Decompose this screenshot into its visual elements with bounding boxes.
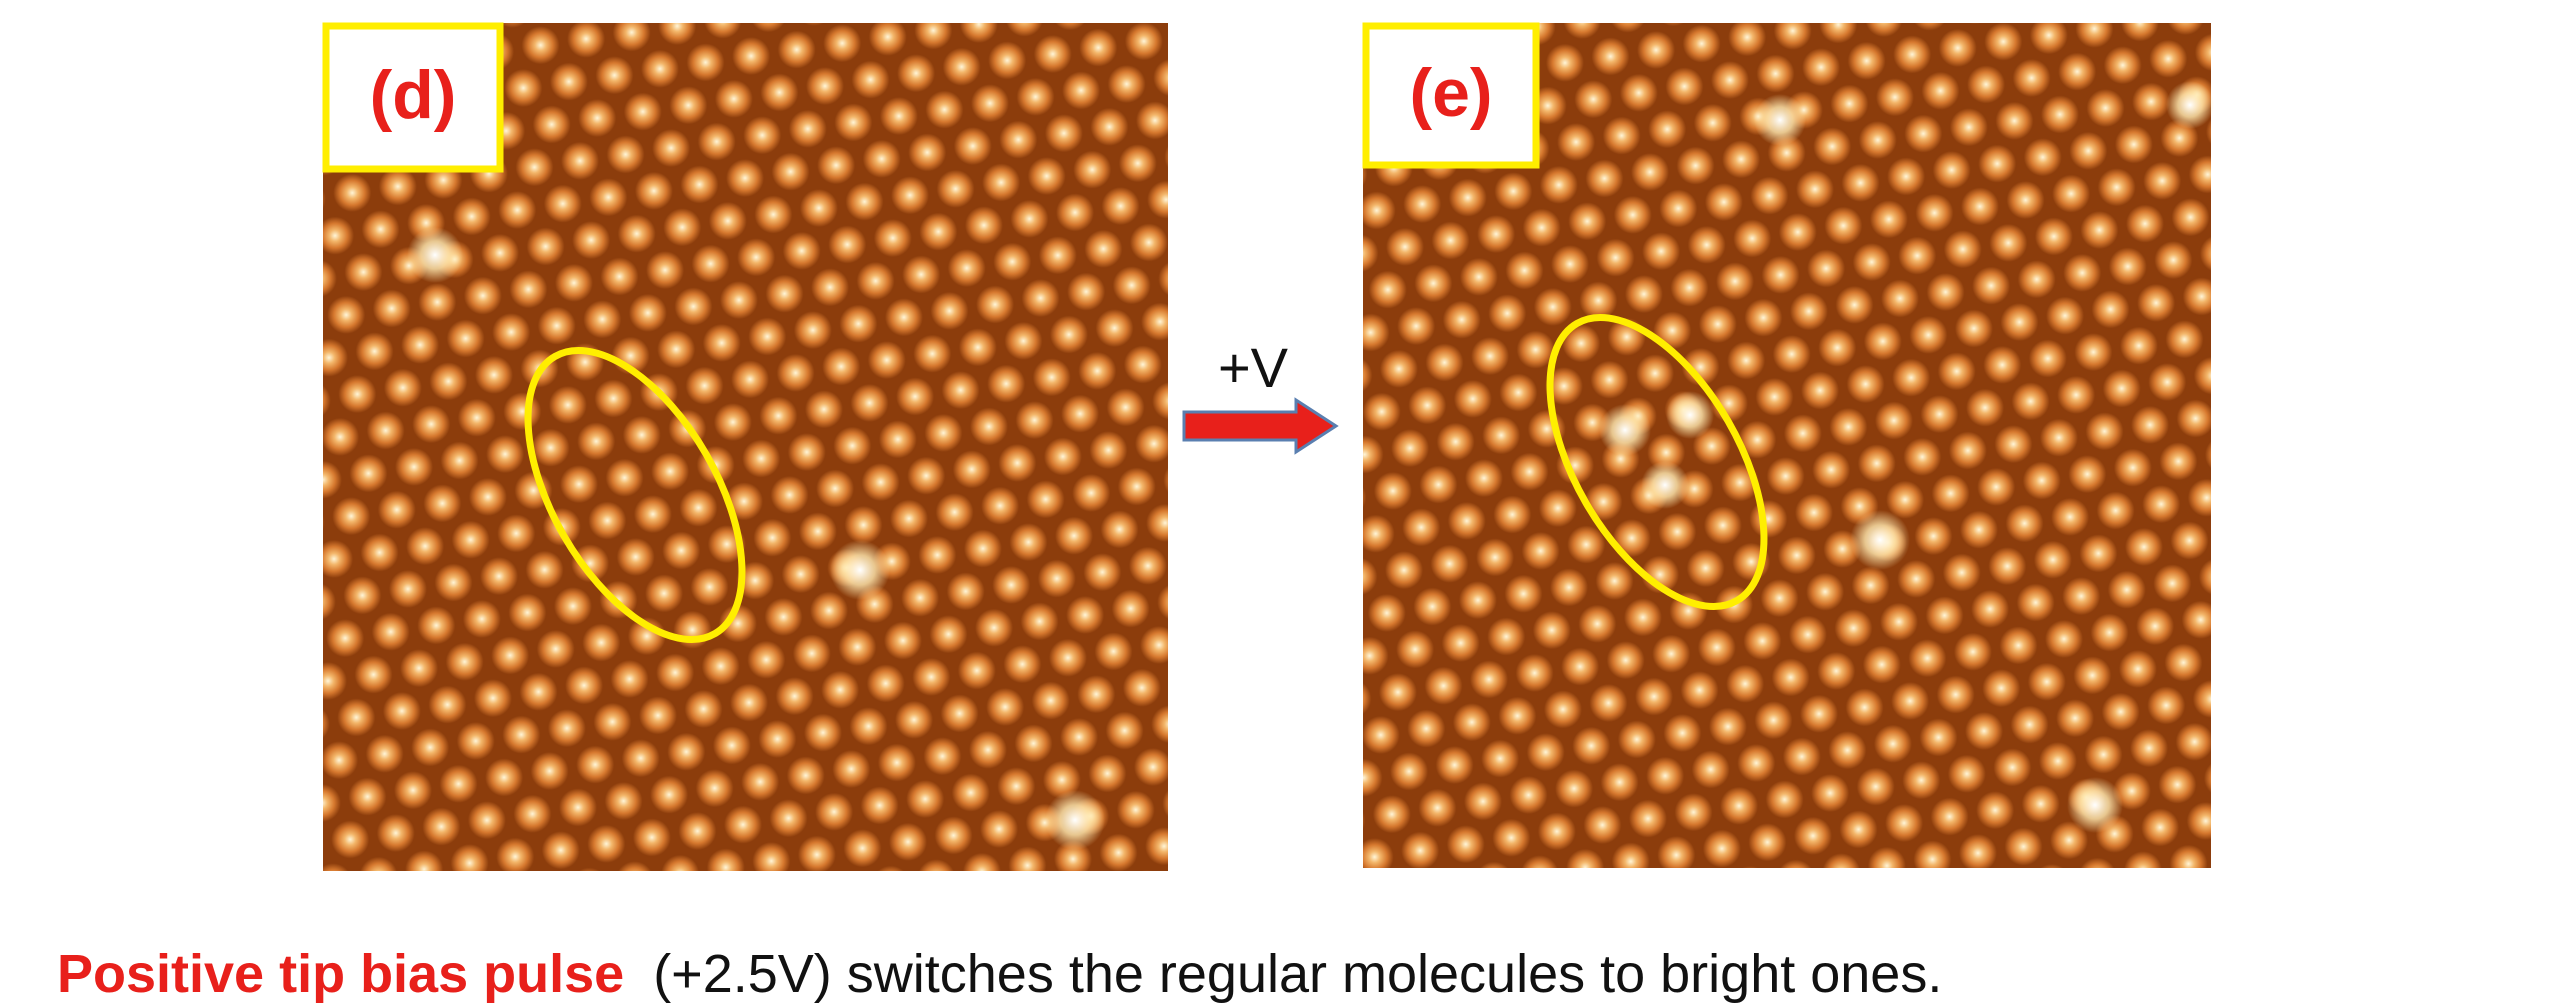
bright-spot: [1850, 510, 1910, 570]
panel-d: (d): [323, 23, 1168, 871]
bright-spot: [1754, 94, 1806, 146]
caption-highlight: Positive tip bias pulse: [57, 944, 624, 1004]
panel-e: (e): [1363, 23, 2214, 868]
bright-spot: [830, 540, 890, 600]
page: (d) (e) +V Positive tip bias pulse (+2.5…: [0, 0, 2568, 1007]
bright-spot: [2067, 777, 2123, 833]
caption: Positive tip bias pulse (+2.5V) switches…: [57, 944, 1942, 1004]
caption-text: (+2.5V) switches the regular molecules t…: [653, 944, 1942, 1004]
panel-label: (d): [370, 57, 457, 133]
bright-spot: [2166, 81, 2214, 129]
figure: (d) (e) +V Positive tip bias pulse (+2.5…: [0, 0, 2568, 1007]
panel-label: (e): [1409, 55, 1492, 131]
bright-spot: [1641, 461, 1689, 509]
arrow: [1184, 400, 1336, 452]
arrow-label: +V: [1218, 336, 1289, 399]
bright-spot: [1666, 391, 1714, 439]
bright-spot: [1045, 790, 1105, 850]
arrow-group: +V: [1184, 336, 1336, 452]
bright-spot: [407, 227, 463, 283]
bright-spot: [1599, 404, 1651, 456]
